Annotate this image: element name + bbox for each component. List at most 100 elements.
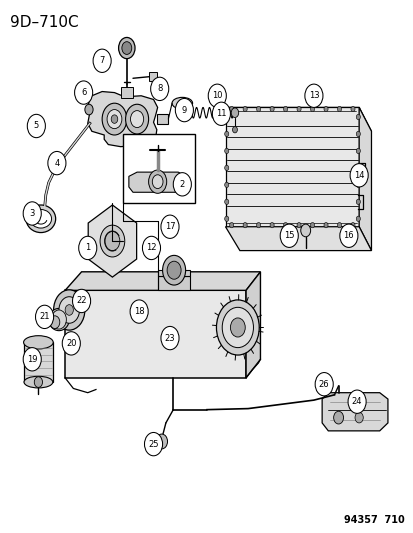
Polygon shape [225, 108, 358, 227]
Circle shape [222, 308, 253, 348]
Text: 12: 12 [146, 244, 157, 253]
Circle shape [156, 434, 167, 449]
Circle shape [356, 114, 359, 119]
Circle shape [173, 173, 191, 196]
Circle shape [296, 107, 300, 112]
Text: 3: 3 [29, 209, 35, 218]
Circle shape [310, 222, 314, 228]
Text: 1: 1 [85, 244, 90, 253]
Circle shape [310, 107, 314, 112]
Circle shape [145, 241, 153, 251]
Polygon shape [65, 272, 260, 290]
Bar [157, 114, 168, 124]
Polygon shape [88, 205, 136, 277]
Circle shape [161, 215, 178, 238]
Circle shape [256, 222, 260, 228]
Circle shape [54, 290, 85, 330]
Text: 25: 25 [148, 440, 159, 449]
Ellipse shape [24, 336, 53, 349]
Circle shape [23, 202, 41, 225]
Text: 14: 14 [353, 171, 363, 180]
Circle shape [349, 164, 367, 187]
Circle shape [125, 104, 148, 134]
Text: 26: 26 [318, 379, 329, 389]
Circle shape [175, 99, 193, 122]
Circle shape [354, 413, 362, 423]
Circle shape [269, 222, 273, 228]
Circle shape [23, 348, 41, 371]
Circle shape [304, 84, 322, 108]
Polygon shape [225, 227, 370, 251]
Text: 10: 10 [211, 91, 222, 100]
Circle shape [144, 432, 162, 456]
Circle shape [36, 305, 54, 328]
Circle shape [231, 108, 238, 117]
Polygon shape [245, 272, 260, 378]
Circle shape [162, 255, 185, 285]
Circle shape [121, 42, 131, 54]
Circle shape [130, 111, 143, 127]
Polygon shape [321, 393, 387, 431]
Ellipse shape [30, 209, 52, 228]
Bar [120, 87, 133, 98]
Circle shape [161, 326, 178, 350]
Circle shape [59, 297, 79, 323]
Circle shape [93, 49, 111, 72]
Text: 23: 23 [164, 334, 175, 343]
Text: 17: 17 [164, 222, 175, 231]
Circle shape [333, 411, 343, 424]
Circle shape [27, 114, 45, 138]
Circle shape [62, 332, 80, 355]
Circle shape [78, 236, 97, 260]
Polygon shape [88, 92, 157, 147]
Circle shape [224, 131, 228, 136]
Text: 4: 4 [54, 159, 59, 167]
Circle shape [269, 107, 273, 112]
Text: 7: 7 [99, 56, 104, 65]
Circle shape [48, 151, 66, 175]
Circle shape [150, 77, 169, 101]
Circle shape [356, 165, 359, 171]
Circle shape [107, 110, 121, 128]
Circle shape [142, 236, 160, 260]
Circle shape [242, 222, 247, 228]
Circle shape [224, 182, 228, 188]
Text: 94357  710: 94357 710 [343, 515, 404, 525]
Circle shape [356, 148, 359, 154]
Text: 13: 13 [308, 91, 318, 100]
Circle shape [323, 222, 327, 228]
Circle shape [224, 165, 228, 171]
Circle shape [356, 182, 359, 188]
Circle shape [72, 289, 90, 313]
Text: 2: 2 [179, 180, 185, 189]
Text: 6: 6 [81, 88, 86, 97]
Circle shape [74, 81, 93, 104]
Circle shape [356, 216, 359, 221]
Circle shape [229, 107, 233, 112]
Text: 18: 18 [133, 307, 144, 316]
Circle shape [65, 305, 73, 316]
Circle shape [356, 199, 359, 205]
Polygon shape [128, 172, 186, 192]
Circle shape [350, 107, 354, 112]
Circle shape [256, 107, 260, 112]
Circle shape [337, 107, 341, 112]
Circle shape [356, 131, 359, 136]
Circle shape [224, 114, 228, 119]
Circle shape [148, 170, 166, 193]
Text: 24: 24 [351, 397, 361, 406]
Ellipse shape [26, 205, 55, 232]
Bar [122, 134, 194, 203]
Text: 5: 5 [33, 122, 39, 131]
Circle shape [224, 199, 228, 205]
Bar [149, 72, 157, 81]
Circle shape [102, 103, 126, 135]
Circle shape [323, 107, 327, 112]
Circle shape [216, 300, 259, 355]
Text: 9: 9 [181, 106, 187, 115]
Text: 19: 19 [27, 355, 38, 364]
Circle shape [339, 224, 357, 247]
Circle shape [350, 222, 354, 228]
Circle shape [296, 222, 300, 228]
Text: 8: 8 [157, 84, 162, 93]
